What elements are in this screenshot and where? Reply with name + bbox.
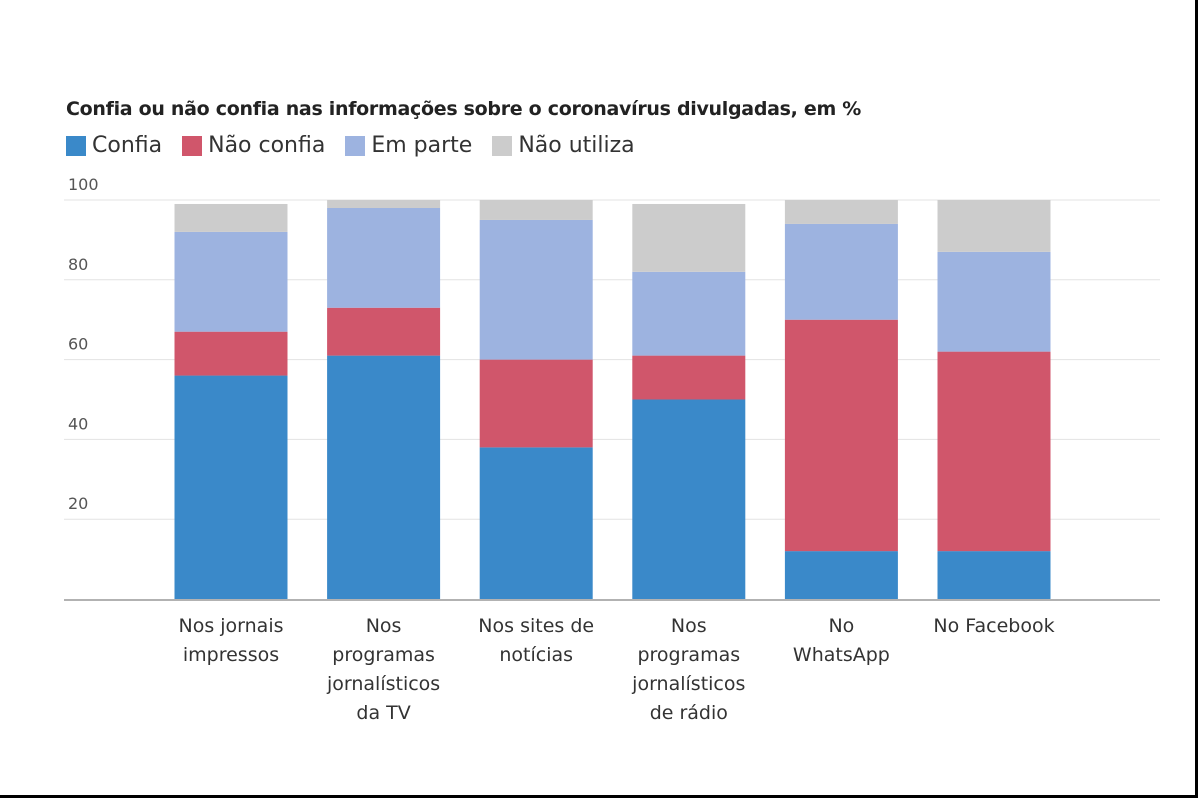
legend: Confia Não confia Em parte Não utiliza <box>66 133 655 158</box>
legend-swatch <box>66 135 86 156</box>
chart-title: Confia ou não confia nas informações sob… <box>66 98 862 120</box>
bar-segment <box>937 351 1051 552</box>
bar-segment <box>937 551 1051 599</box>
bar-segment <box>784 551 898 599</box>
bar-segment <box>479 359 593 448</box>
x-tick-label: Nos programas jornalísticos de rádio <box>631 615 745 724</box>
legend-label: Em parte <box>371 133 473 158</box>
bar-segment <box>174 375 288 599</box>
bar-segment <box>784 223 898 320</box>
y-tick-label: 40 <box>68 414 88 433</box>
legend-label: Não confia <box>208 133 326 158</box>
y-tick-label: 60 <box>68 335 88 354</box>
bar-segment <box>479 447 593 599</box>
bar-segment <box>174 203 288 232</box>
bar-segment <box>327 307 441 356</box>
legend-label: Confia <box>92 133 163 158</box>
bar-segment <box>784 200 898 224</box>
bar-segment <box>327 355 441 599</box>
x-tick-label: No Facebook <box>933 615 1054 637</box>
bar-segment <box>327 207 441 308</box>
bar-segment <box>937 251 1051 352</box>
legend-swatch <box>345 135 366 156</box>
y-tick-label: 80 <box>68 255 88 274</box>
bar-segment <box>479 219 593 360</box>
bar-segment <box>327 200 441 208</box>
bar-segment <box>479 200 593 220</box>
x-tick-label: Nos sites de notícias <box>478 615 594 666</box>
bar-segment <box>174 231 288 332</box>
legend-label: Não utiliza <box>518 133 635 158</box>
bar-segment <box>632 203 746 272</box>
legend-swatch <box>492 135 513 156</box>
x-tick-label: No WhatsApp <box>793 615 890 666</box>
bar-segment <box>174 331 288 376</box>
bar-segment <box>784 319 898 552</box>
bar-segment <box>937 200 1051 252</box>
legend-item-nao-utiliza: Não utiliza <box>492 133 635 158</box>
x-tick-label: Nos programas jornalísticos da TV <box>326 615 440 724</box>
bar-segment <box>632 355 746 400</box>
y-tick-label: 20 <box>68 494 88 513</box>
bar-segment <box>632 399 746 599</box>
bar-segment <box>632 271 746 356</box>
legend-item-em-parte: Em parte <box>345 133 472 158</box>
x-tick-label: Nos jornais impressos <box>178 615 283 666</box>
legend-item-nao-confia: Não confia <box>182 133 325 158</box>
y-tick-label: 100 <box>68 175 99 194</box>
legend-item-confia: Confia <box>66 133 162 158</box>
legend-swatch <box>182 135 203 156</box>
